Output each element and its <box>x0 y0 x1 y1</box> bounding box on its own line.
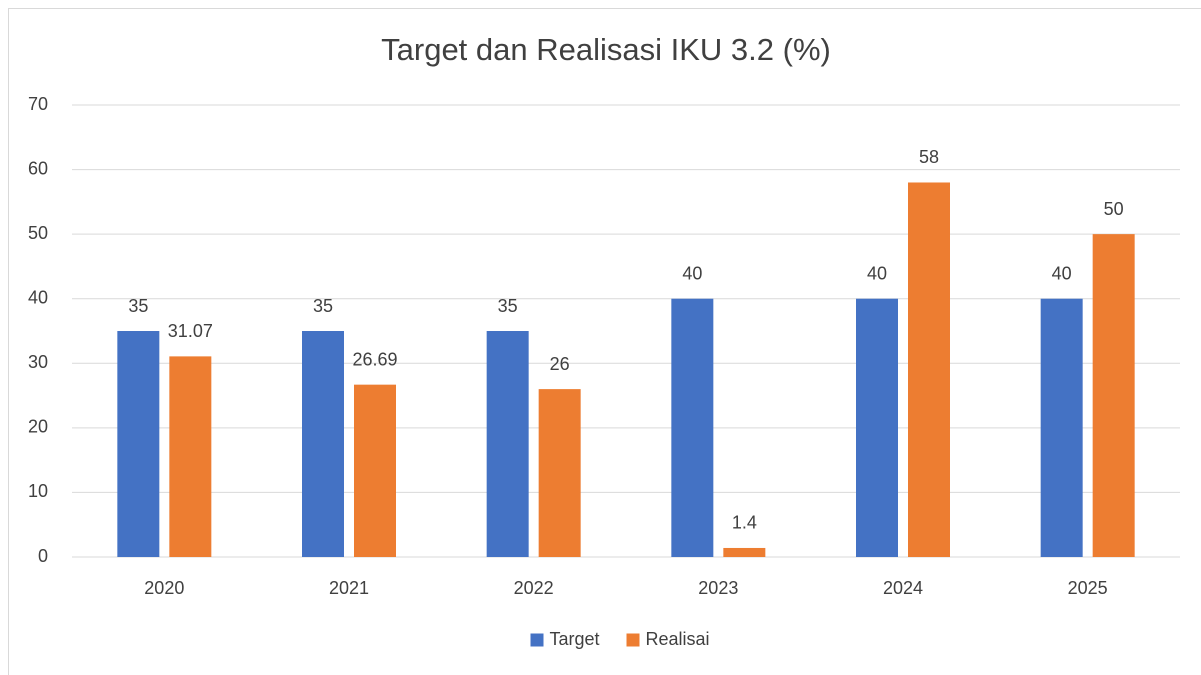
data-label: 26.69 <box>352 349 397 369</box>
data-label: 40 <box>867 263 887 283</box>
bar <box>1092 234 1135 557</box>
data-label: 40 <box>682 263 702 283</box>
chart-title: Target dan Realisasi IKU 3.2 (%) <box>381 32 831 67</box>
legend-swatch <box>530 633 544 647</box>
legend-label: Realisai <box>646 629 710 649</box>
bar <box>723 547 766 557</box>
legend-label: Target <box>550 629 600 649</box>
bar <box>354 384 396 557</box>
bar <box>908 182 950 557</box>
x-tick-label: 2021 <box>329 578 369 598</box>
bar <box>671 298 714 557</box>
bar <box>538 389 581 557</box>
data-label: 40 <box>1052 263 1072 283</box>
bar <box>1040 298 1083 557</box>
y-tick-label: 50 <box>28 223 48 243</box>
y-tick-label: 70 <box>28 94 48 114</box>
data-label: 35 <box>498 296 518 316</box>
y-tick-label: 10 <box>28 481 48 501</box>
x-tick-label: 2025 <box>1068 578 1108 598</box>
data-label: 58 <box>919 147 939 167</box>
y-tick-label: 0 <box>38 546 48 566</box>
data-label: 50 <box>1104 199 1124 219</box>
y-tick-label: 40 <box>28 287 48 307</box>
bar <box>856 298 898 557</box>
bar <box>302 331 344 557</box>
legend-swatch <box>626 633 640 647</box>
x-tick-label: 2024 <box>883 578 923 598</box>
data-label: 31.07 <box>168 321 213 341</box>
x-tick-label: 2020 <box>144 578 184 598</box>
data-label: 26 <box>550 354 570 374</box>
data-label: 35 <box>128 296 148 316</box>
x-tick-label: 2023 <box>698 578 738 598</box>
bar <box>117 331 160 557</box>
x-tick-label: 2022 <box>514 578 554 598</box>
y-tick-label: 20 <box>28 417 48 437</box>
bar <box>486 331 529 557</box>
data-label: 1.4 <box>732 513 757 533</box>
data-label: 35 <box>313 296 333 316</box>
y-tick-label: 60 <box>28 158 48 178</box>
bar <box>169 356 212 557</box>
chart-frame <box>8 8 1201 675</box>
y-tick-label: 30 <box>28 352 48 372</box>
